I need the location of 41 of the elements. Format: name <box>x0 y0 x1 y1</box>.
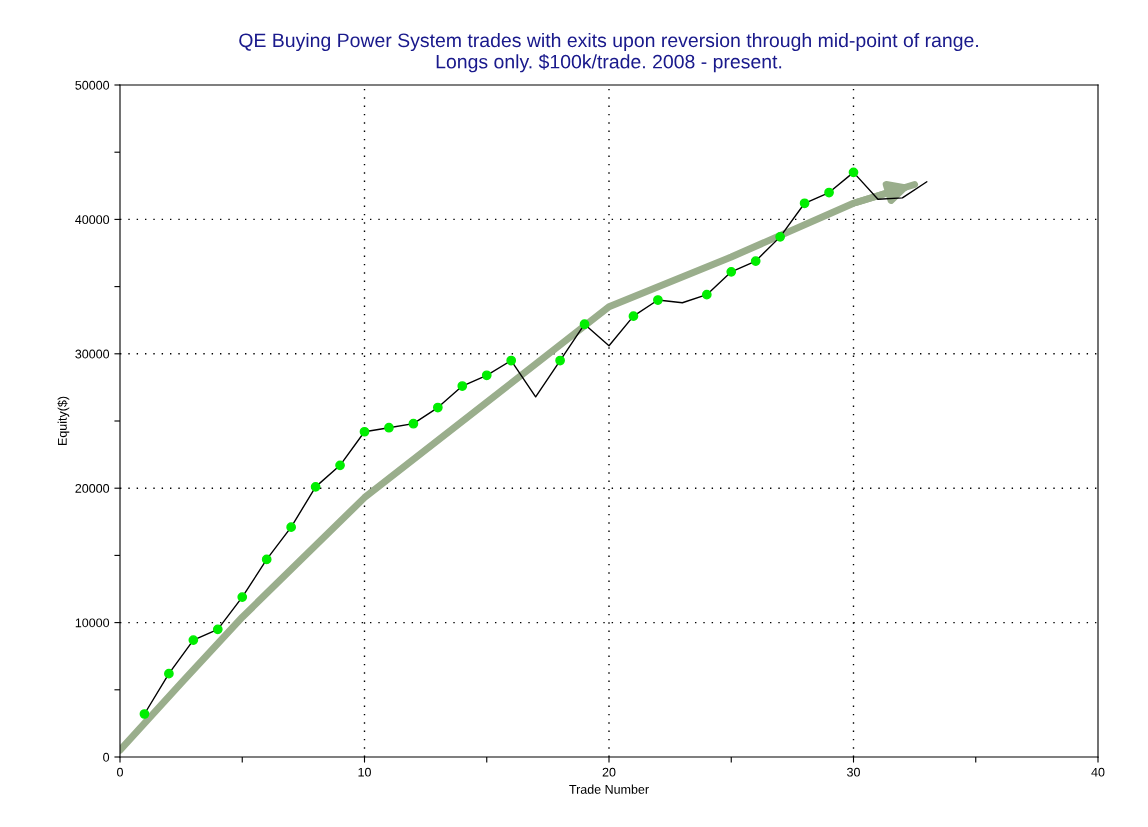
point <box>261 554 272 565</box>
point <box>628 311 639 322</box>
point <box>139 709 150 719</box>
point <box>408 418 419 429</box>
point <box>432 402 443 413</box>
point <box>775 232 786 242</box>
chart-title: QE Buying Power System trades with exits upon reversion through mid-point of range. Longs only. $100k/trade. 2008 - present. <box>239 32 978 73</box>
point <box>701 289 712 300</box>
point <box>188 635 199 645</box>
y-tick-label: 20000 <box>75 484 110 493</box>
point <box>212 624 223 635</box>
point <box>457 381 468 391</box>
y-tick-label: 30000 <box>75 349 110 359</box>
point <box>750 256 761 266</box>
point <box>310 481 321 492</box>
point <box>481 370 492 381</box>
x-tick-label: 40 <box>1091 767 1105 777</box>
point <box>653 295 663 305</box>
x-tick-label: 10 <box>358 767 371 777</box>
y-axis-title: Equity($) <box>57 396 70 445</box>
x-axis-title: Trade Number <box>569 784 649 794</box>
point <box>506 355 517 366</box>
point <box>726 266 737 277</box>
point <box>237 592 248 602</box>
x-tick-label: 30 <box>847 767 860 777</box>
point <box>799 198 810 209</box>
point <box>164 668 174 679</box>
x-tick-label: 0 <box>117 767 123 777</box>
point <box>359 426 370 437</box>
point <box>384 422 394 433</box>
y-tick-label: 40000 <box>75 215 110 225</box>
x-tick-label: 20 <box>602 767 616 777</box>
point <box>286 522 297 533</box>
point <box>579 319 590 330</box>
point <box>824 187 834 198</box>
y-tick-label: 0 <box>103 752 110 762</box>
y-tick-label: 10000 <box>75 618 110 628</box>
point <box>848 167 859 178</box>
y-tick-label: 50000 <box>75 80 110 90</box>
point <box>555 355 565 366</box>
point <box>335 460 345 471</box>
